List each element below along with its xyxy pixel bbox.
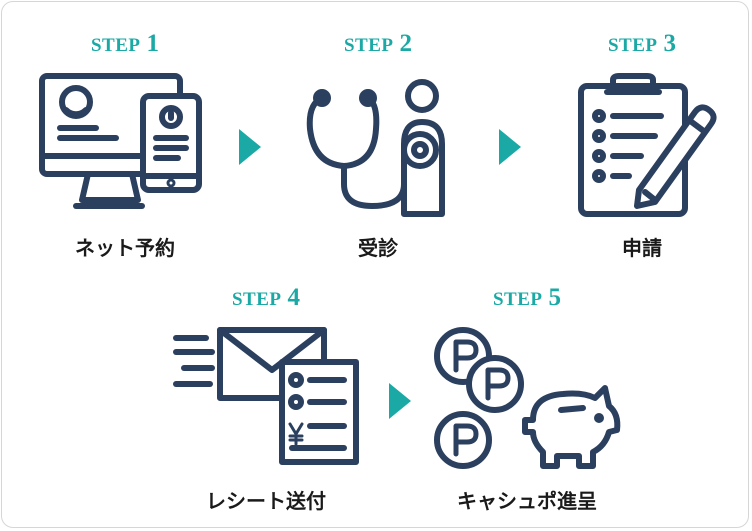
- step-2-label: STEP 2: [258, 30, 498, 58]
- step-3-label: STEP 3: [522, 30, 752, 58]
- step-4-caption: レシート送付: [206, 489, 326, 513]
- step-number: 5: [548, 284, 562, 311]
- step-word: STEP: [343, 35, 394, 56]
- arrow-right-icon: [499, 129, 521, 165]
- arrow-right-icon: [389, 383, 411, 419]
- step-1-caption: ネット予約: [75, 236, 175, 260]
- step-5-caption: キャシュポ進呈: [457, 489, 597, 513]
- step-number: 1: [146, 30, 160, 57]
- step-number: 3: [663, 30, 677, 57]
- envelope-receipt-icon: [173, 327, 359, 465]
- step-word: STEP: [607, 35, 658, 56]
- points-coins-piggybank-icon: [434, 327, 621, 469]
- step-1-label: STEP 1: [5, 30, 245, 58]
- arrow-right-icon: [239, 129, 261, 165]
- step-3-caption: 申請: [622, 236, 662, 260]
- step-number: 4: [287, 284, 301, 311]
- step-number: 2: [399, 30, 413, 57]
- step-word: STEP: [492, 289, 543, 310]
- computer-and-phone-icon: [39, 73, 202, 209]
- step-word: STEP: [231, 289, 282, 310]
- step-2-caption: 受診: [358, 236, 398, 260]
- clipboard-pencil-icon: [578, 73, 717, 217]
- step-4-label: STEP 4: [146, 284, 386, 312]
- step-5-label: STEP 5: [407, 284, 647, 312]
- step-word: STEP: [90, 35, 141, 56]
- stethoscope-doctor-icon: [306, 79, 445, 217]
